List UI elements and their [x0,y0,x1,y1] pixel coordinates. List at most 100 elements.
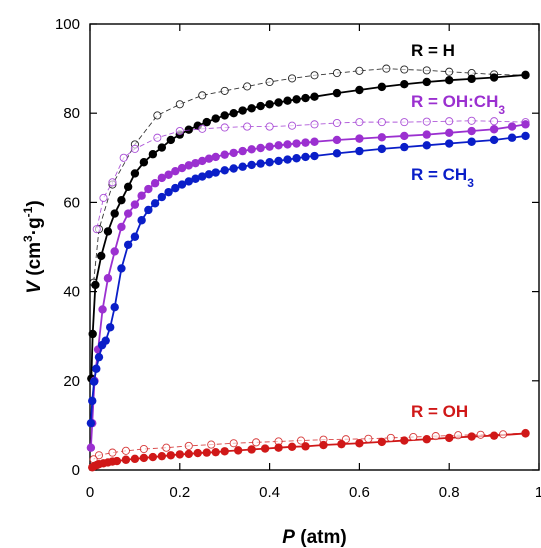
adsorption-point [175,450,184,459]
adsorption-point [467,432,476,441]
adsorption-point [247,104,256,113]
desorption-line [96,120,526,230]
desorption-point [476,430,485,439]
adsorption-point [422,77,431,87]
adsorption-point [204,154,214,163]
adsorption-point [489,125,499,134]
adsorption-point [283,155,292,164]
y-tick-label: 60 [63,194,80,211]
adsorption-point [202,117,211,127]
adsorption-point [310,137,319,146]
adsorption-point [274,443,283,452]
y-axis-title-part: ·g [24,217,45,235]
adsorption-point [301,152,310,162]
desorption-point [409,432,418,442]
adsorption-point [88,396,97,406]
desorption-point [422,66,431,75]
series-label-sub: 3 [467,176,474,190]
adsorption-point [507,133,517,142]
desorption-point [400,65,409,74]
adsorption-point [292,139,301,148]
adsorption-point [247,160,256,170]
desorption-point [243,122,252,131]
adsorption-point [139,158,149,167]
desorption-point [499,430,508,439]
y-axis-title-part: V [24,280,45,294]
adsorption-point [166,135,176,145]
adsorption-point [198,172,207,181]
adsorption-point [130,200,140,209]
desorption-point [121,446,130,455]
adsorption-point [274,156,283,166]
adsorption-point [287,442,297,452]
series-label-main: R = CH [411,165,467,184]
adsorption-point [377,144,387,154]
desorption-point [332,118,342,128]
adsorption-point [238,106,247,115]
adsorption-point [184,449,193,459]
desorption-point [119,153,128,162]
adsorption-point [184,161,193,170]
adsorption-point [130,169,140,178]
adsorption-point [467,74,476,84]
adsorption-point [283,140,292,149]
series-r-h [87,64,530,383]
adsorption-point [112,456,122,466]
desorption-line [93,432,526,460]
adsorption-point [211,114,220,123]
adsorption-point [91,280,100,290]
adsorption-point [97,251,106,261]
x-tick-label: 0 [86,484,94,501]
adsorption-point [220,150,229,159]
adsorption-point [355,146,364,156]
adsorption-point [164,187,173,197]
adsorption-point [177,163,187,173]
adsorption-point [400,142,409,152]
series-label-r-oh-ch3: R = OH:CH3 [411,92,505,117]
desorption-point [130,144,139,153]
adsorption-point [229,109,238,118]
adsorption-point [445,139,454,148]
adsorption-point [98,305,107,314]
desorption-point [108,178,117,187]
desorption-point [92,225,101,234]
desorption-point [386,433,395,442]
y-tick-label: 100 [55,16,80,33]
desorption-point [229,439,238,448]
adsorption-point [445,433,454,443]
adsorption-point [301,442,310,451]
desorption-point [153,133,162,142]
x-tick-label: 0.6 [349,484,370,501]
adsorption-point [144,205,153,215]
adsorption-point [92,364,101,373]
y-tick-label: 40 [63,284,80,301]
x-axis-var: P [282,527,295,548]
y-axis-title-part: -1 [21,206,35,217]
adsorption-point [130,232,140,241]
desorption-point [431,432,440,441]
adsorption-point [355,439,364,448]
adsorption-point [247,145,256,154]
axis-titles: P (atm) V (cm3·g-1) [21,200,347,548]
adsorption-point [247,445,256,454]
adsorption-point [229,148,238,158]
adsorption-point [148,150,158,159]
adsorption-point [123,182,133,191]
adsorption-point [422,130,431,139]
y-axis-title-part: (cm [24,242,45,281]
adsorption-point [301,93,310,103]
series-label-sub: 3 [498,103,505,117]
x-axis-title: P (atm) [282,527,346,548]
adsorption-point [202,448,211,457]
series-label-main: R = OH:CH [411,92,498,111]
adsorption-point [220,447,229,456]
adsorption-point [204,170,214,179]
adsorption-point [467,137,476,146]
adsorption-point [467,126,476,136]
y-axis-title-part: 3 [21,235,35,242]
adsorption-line [90,73,526,379]
adsorption-point [191,158,200,168]
series-r-oh [88,428,530,472]
adsorption-point [283,96,292,105]
desorption-point [175,100,184,109]
